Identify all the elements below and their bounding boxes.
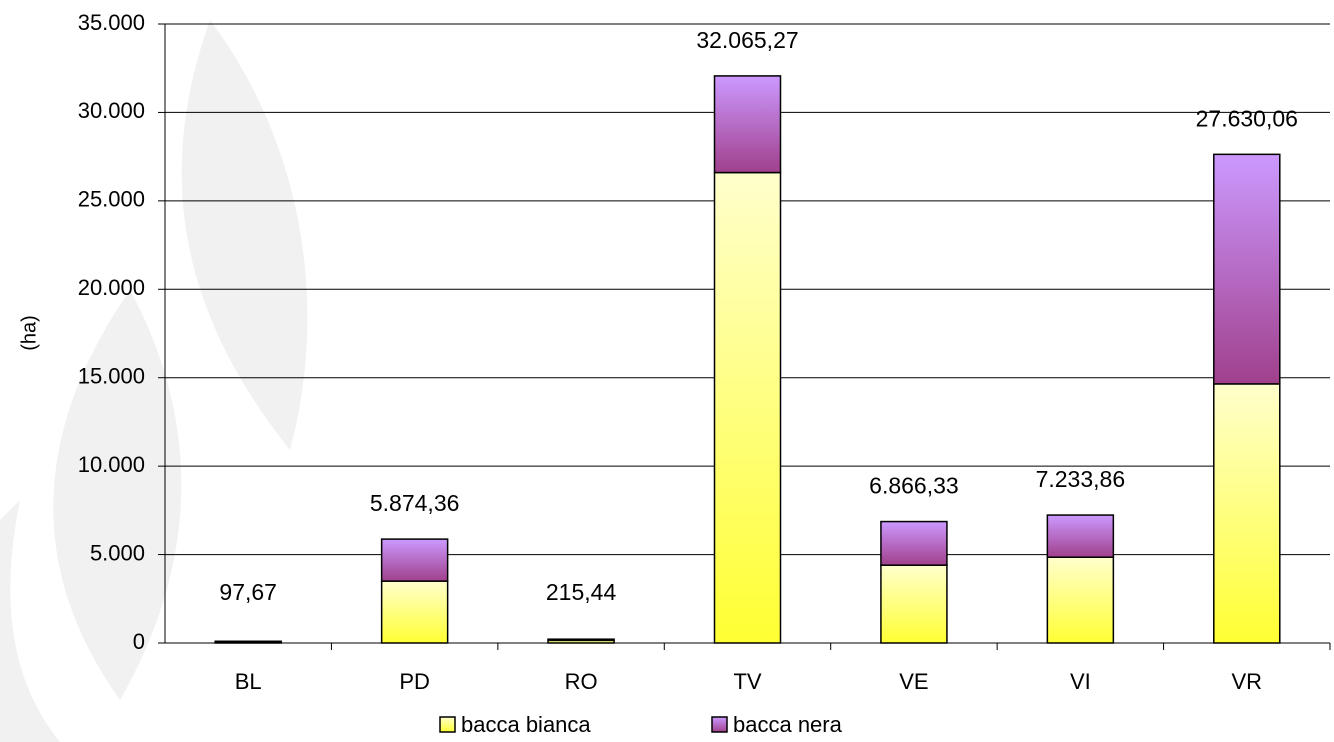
chart: (ha) 0 5.000 10.000 15.000 20.000 25.000 30.00…: [0, 0, 1334, 742]
legend-label: bacca bianca: [461, 712, 591, 737]
y-tick-label: 20.000: [78, 275, 145, 300]
total-label: 7.233,86: [1036, 466, 1126, 492]
y-tick-label: 0: [133, 629, 145, 654]
x-tick-label: RO: [565, 669, 598, 694]
bar-segment: [881, 565, 947, 643]
bar-segment: [382, 581, 448, 643]
bar-segment: [1047, 515, 1113, 557]
bar-segment: [1214, 154, 1280, 384]
page: {"chart_data": {"type": "stacked-bar", "…: [0, 0, 1334, 742]
y-axis-label: (ha): [18, 315, 40, 351]
x-tick-label: VR: [1232, 669, 1263, 694]
y-tick-label: 35.000: [78, 10, 145, 35]
bar-segment: [881, 522, 947, 566]
x-tick-label: VE: [899, 669, 928, 694]
total-label: 5.874,36: [370, 490, 460, 516]
legend-label: bacca nera: [733, 712, 843, 737]
bar-segment: [548, 639, 614, 640]
legend-swatch: [440, 717, 455, 732]
bar-segment: [1047, 557, 1113, 643]
y-tick-label: 15.000: [78, 364, 145, 389]
y-tick-label: 5.000: [90, 540, 145, 565]
x-tick-label: BL: [235, 669, 262, 694]
x-tick-label: VI: [1070, 669, 1091, 694]
total-label: 6.866,33: [869, 473, 959, 499]
y-tick-label: 10.000: [78, 452, 145, 477]
bar-segment: [715, 76, 781, 173]
y-tick-label: 30.000: [78, 98, 145, 123]
x-tick-label: TV: [733, 669, 761, 694]
bar-segment: [215, 641, 281, 642]
bar-segment: [382, 539, 448, 581]
bar-segment: [1214, 384, 1280, 643]
total-label: 32.065,27: [696, 27, 798, 53]
legend-swatch: [712, 717, 727, 732]
bar-segment: [715, 173, 781, 643]
total-label: 215,44: [546, 579, 617, 605]
watermark: [0, 20, 307, 742]
total-label: 27.630,06: [1196, 105, 1298, 131]
x-tick-label: PD: [399, 669, 430, 694]
y-tick-label: 25.000: [78, 187, 145, 212]
total-label: 97,67: [219, 579, 277, 605]
